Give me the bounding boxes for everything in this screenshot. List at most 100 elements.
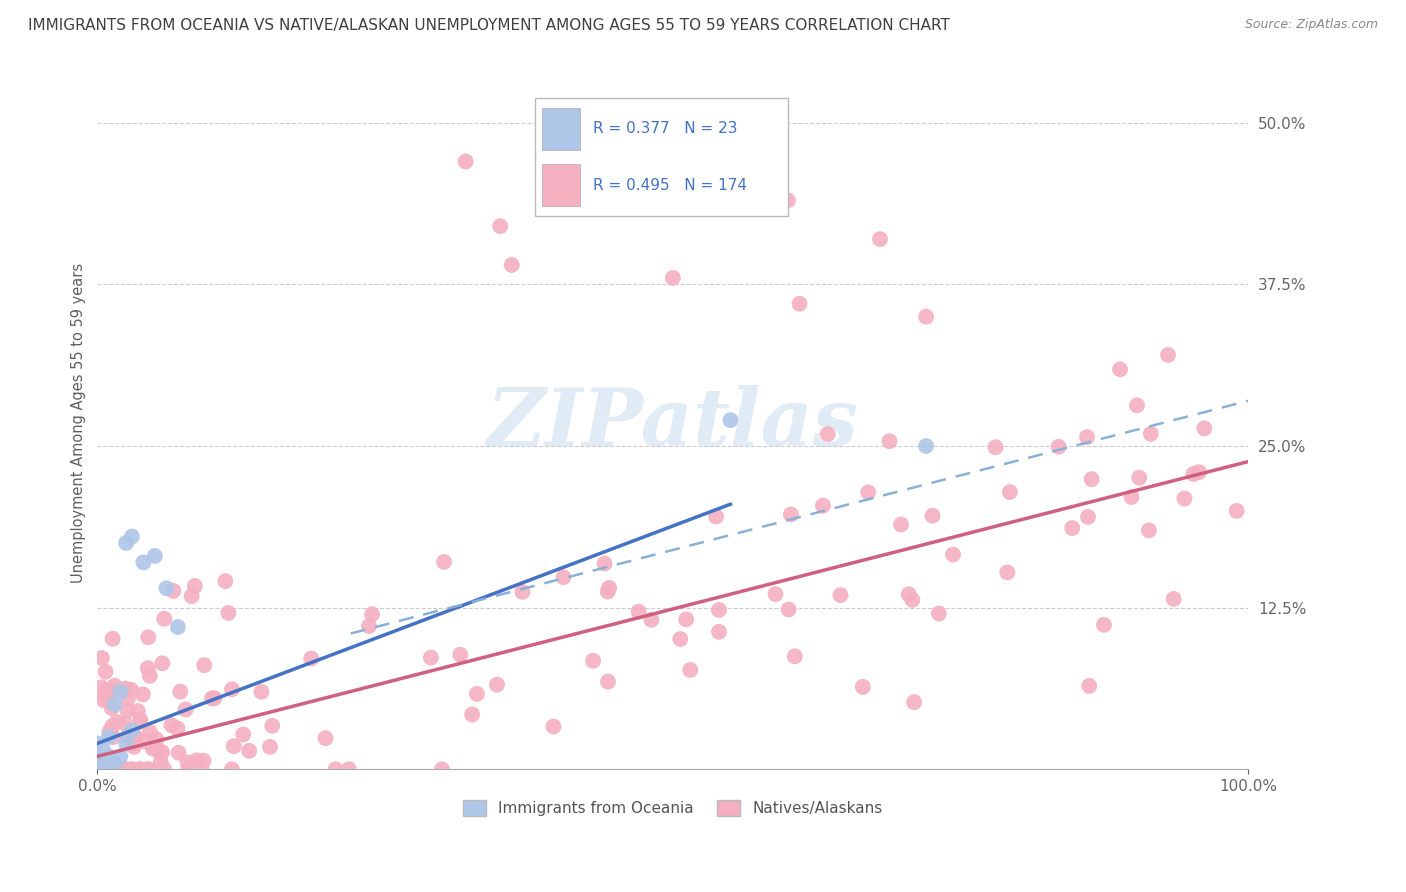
Point (1080, 472, 1102, 486)
Point (94, 665, 117, 679)
Point (1076, 430, 1098, 444)
Point (115, 536, 138, 550)
Point (96, 762, 118, 776)
Point (315, 731, 337, 746)
Point (221, 762, 243, 776)
Point (117, 729, 139, 743)
Point (114, 682, 136, 697)
Text: IMMIGRANTS FROM OCEANIA VS NATIVE/ALASKAN UNEMPLOYMENT AMONG AGES 55 TO 59 YEARS: IMMIGRANTS FROM OCEANIA VS NATIVE/ALASKA… (28, 18, 950, 33)
Point (155, 581, 177, 595)
Point (512, 585, 534, 599)
Point (817, 427, 839, 442)
Point (139, 669, 162, 683)
Point (114, 762, 136, 776)
Point (679, 663, 702, 677)
Point (104, 679, 127, 693)
Point (162, 583, 184, 598)
Point (921, 508, 943, 523)
Point (96, 762, 118, 776)
Point (150, 745, 173, 759)
Point (103, 730, 125, 744)
Point (150, 657, 173, 671)
Point (890, 517, 912, 532)
Point (190, 762, 212, 776)
Point (90, 680, 112, 694)
Point (1078, 679, 1101, 693)
Point (136, 661, 159, 675)
Point (97, 690, 120, 705)
Point (789, 297, 811, 311)
Point (89, 756, 111, 771)
Point (111, 762, 134, 776)
Point (361, 607, 384, 622)
Point (465, 687, 488, 701)
Point (720, 413, 742, 427)
Point (984, 440, 1007, 454)
Point (201, 691, 224, 706)
Point (553, 570, 575, 584)
Point (1173, 491, 1195, 506)
Point (1139, 426, 1161, 441)
Point (593, 557, 616, 571)
Point (1163, 591, 1185, 606)
Point (461, 707, 484, 722)
Point (856, 485, 879, 500)
Point (250, 685, 273, 699)
Point (232, 727, 254, 741)
Point (830, 588, 852, 602)
Point (86, 749, 108, 764)
Point (501, 258, 523, 272)
Point (105, 715, 128, 730)
Point (91, 762, 114, 776)
Point (142, 739, 165, 754)
Point (915, 310, 938, 324)
Point (238, 744, 260, 758)
Point (180, 589, 202, 603)
Point (598, 581, 620, 595)
Point (928, 607, 950, 621)
Point (97, 730, 120, 744)
Point (485, 678, 508, 692)
Point (879, 434, 901, 449)
Point (117, 691, 139, 706)
Point (114, 681, 136, 696)
Point (149, 755, 172, 769)
Text: Source: ZipAtlas.com: Source: ZipAtlas.com (1244, 18, 1378, 31)
Point (675, 612, 697, 626)
Point (120, 682, 142, 697)
Point (111, 762, 134, 776)
Point (811, 499, 834, 513)
Point (167, 620, 190, 634)
Point (776, 194, 799, 208)
Point (1092, 618, 1115, 632)
Point (104, 698, 127, 712)
Point (1121, 490, 1143, 504)
Point (97, 749, 120, 764)
Point (114, 762, 136, 776)
Point (94, 762, 117, 776)
Point (222, 739, 245, 753)
Point (1126, 398, 1149, 412)
Point (117, 704, 139, 718)
Point (995, 566, 1018, 580)
Point (262, 719, 284, 733)
Point (299, 651, 322, 665)
Point (121, 762, 143, 776)
Point (259, 739, 281, 754)
Point (449, 648, 471, 662)
Point (596, 584, 619, 599)
Point (1226, 504, 1249, 518)
Point (707, 624, 730, 639)
Point (176, 756, 198, 770)
Point (1137, 524, 1160, 538)
Point (110, 749, 132, 764)
Point (86, 762, 108, 776)
Point (145, 732, 167, 747)
Point (852, 680, 875, 694)
Point (765, 587, 787, 601)
Point (543, 719, 565, 733)
Point (93, 693, 115, 707)
Point (454, 154, 477, 169)
Point (101, 719, 124, 733)
Point (122, 739, 145, 754)
